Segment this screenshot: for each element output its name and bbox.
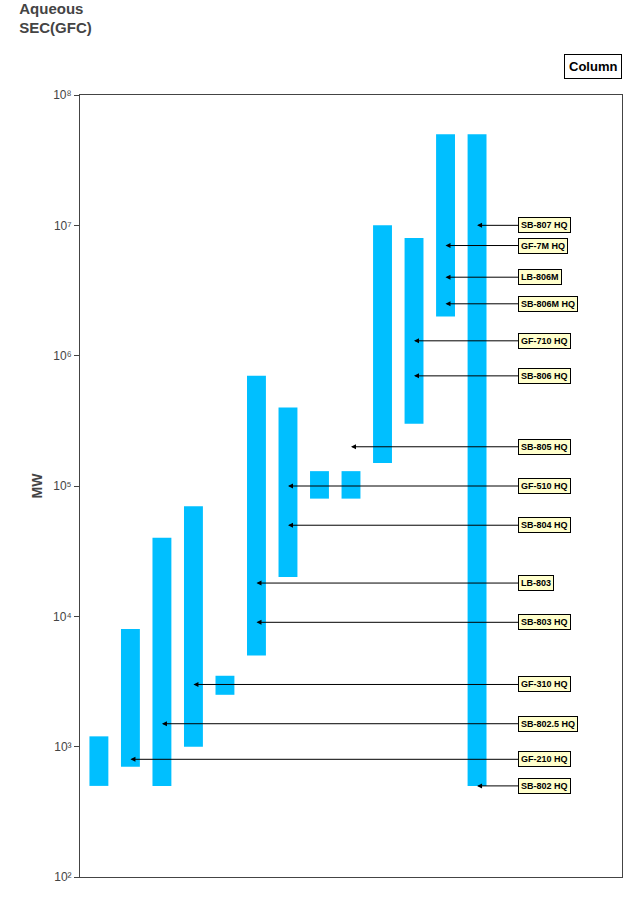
svg-text:AqueousSEC(GFC): AqueousSEC(GFC) bbox=[19, 0, 92, 36]
svg-text:10²: 10² bbox=[54, 870, 71, 884]
svg-text:SB-804 HQ: SB-804 HQ bbox=[521, 520, 568, 530]
svg-text:SB-807 HQ: SB-807 HQ bbox=[521, 220, 568, 230]
svg-text:LB-806M: LB-806M bbox=[521, 272, 559, 282]
svg-text:GF-510 HQ: GF-510 HQ bbox=[521, 481, 568, 491]
svg-text:SB-802.5 HQ: SB-802.5 HQ bbox=[521, 719, 575, 729]
svg-text:10⁵: 10⁵ bbox=[53, 479, 71, 493]
svg-text:10⁸: 10⁸ bbox=[53, 88, 71, 102]
svg-text:LB-803: LB-803 bbox=[521, 578, 551, 588]
svg-text:10⁴: 10⁴ bbox=[53, 610, 72, 624]
svg-text:GF-210 HQ: GF-210 HQ bbox=[521, 754, 568, 764]
svg-text:GF-310 HQ: GF-310 HQ bbox=[521, 679, 568, 689]
svg-text:SB-803 HQ: SB-803 HQ bbox=[521, 617, 568, 627]
svg-text:SB-802 HQ: SB-802 HQ bbox=[521, 781, 568, 791]
svg-text:SB-806M HQ: SB-806M HQ bbox=[521, 299, 575, 309]
svg-text:Column: Column bbox=[569, 59, 617, 74]
svg-text:10⁷: 10⁷ bbox=[54, 219, 72, 233]
svg-text:10⁶: 10⁶ bbox=[53, 349, 71, 363]
svg-text:MW: MW bbox=[29, 473, 45, 499]
svg-text:SB-806 HQ: SB-806 HQ bbox=[521, 371, 568, 381]
svg-text:SB-805 HQ: SB-805 HQ bbox=[521, 442, 568, 452]
svg-text:GF-710 HQ: GF-710 HQ bbox=[521, 336, 568, 346]
svg-text:GF-7M HQ: GF-7M HQ bbox=[521, 241, 565, 251]
svg-text:10³: 10³ bbox=[54, 740, 71, 754]
